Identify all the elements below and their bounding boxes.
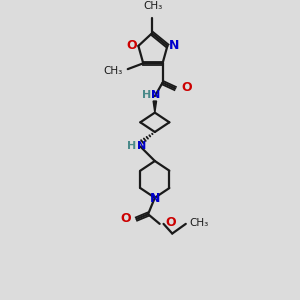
Text: N: N	[150, 192, 160, 205]
Text: H: H	[127, 140, 136, 151]
Polygon shape	[153, 101, 157, 112]
Text: O: O	[181, 81, 192, 94]
Text: CH₃: CH₃	[190, 218, 209, 228]
Text: O: O	[126, 39, 137, 52]
Text: CH₃: CH₃	[143, 1, 163, 11]
Text: N: N	[137, 140, 146, 151]
Text: CH₃: CH₃	[104, 66, 123, 76]
Text: N: N	[169, 39, 179, 52]
Text: O: O	[166, 216, 176, 230]
Text: O: O	[120, 212, 131, 225]
Text: N: N	[151, 90, 160, 100]
Text: H: H	[142, 90, 151, 100]
